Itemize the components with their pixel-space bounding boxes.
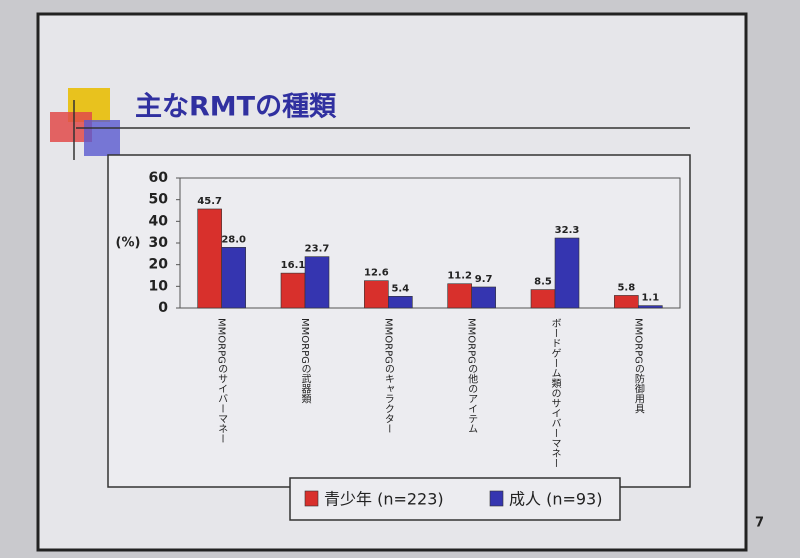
y-tick-label: 50 — [149, 192, 169, 208]
y-tick-label: 40 — [149, 213, 169, 229]
bar — [638, 305, 663, 309]
x-tick-label: MMORPGの他のアイテム — [466, 318, 478, 434]
bar — [388, 295, 413, 309]
bar — [471, 286, 496, 309]
y-tick-label: 10 — [149, 278, 169, 294]
y-axis-label: (%) — [116, 236, 141, 251]
data-label: 32.3 — [555, 225, 580, 236]
data-label: 9.7 — [475, 274, 493, 285]
title: 主なRMTの種類 — [135, 92, 337, 123]
legend-label: 成人 (n=93) — [509, 490, 602, 509]
bar — [304, 256, 330, 309]
bar — [197, 208, 222, 309]
data-label: 8.5 — [534, 277, 552, 288]
page-number: 7 — [755, 516, 764, 531]
data-label: 11.2 — [447, 271, 472, 282]
data-label: 45.7 — [197, 196, 222, 207]
y-tick-label: 30 — [149, 235, 169, 251]
data-label: 12.6 — [364, 268, 389, 279]
data-label: 23.7 — [305, 244, 330, 255]
data-label: 5.4 — [391, 283, 409, 294]
legend-swatch — [489, 490, 504, 507]
bar — [554, 237, 580, 309]
bar — [364, 280, 389, 309]
y-tick-label: 20 — [149, 257, 169, 273]
y-tick-label: 60 — [149, 170, 169, 186]
bar — [221, 247, 246, 309]
x-tick-label: MMORPGのキャラクター — [382, 318, 394, 434]
x-tick-label: MMORPGの武器類 — [299, 318, 311, 405]
deco-blue — [84, 120, 120, 156]
chart-area — [107, 154, 691, 488]
legend-label: 青少年 (n=223) — [324, 490, 444, 509]
data-label: 1.1 — [641, 293, 659, 304]
x-tick-label: MMORPGのサイバーマネー — [216, 318, 228, 444]
data-label: 5.8 — [617, 282, 635, 293]
x-tick-label: ボードゲーム類のサイバーマネー — [549, 318, 561, 468]
legend — [289, 477, 621, 521]
y-tick-label: 0 — [158, 300, 168, 316]
data-label: 28.0 — [221, 234, 246, 245]
bar — [280, 272, 306, 309]
bar — [530, 289, 556, 309]
legend-swatch — [304, 490, 319, 507]
bar — [614, 295, 639, 309]
x-tick-label: MMORPGの防御用具 — [632, 318, 644, 415]
bar — [447, 283, 472, 309]
data-label: 16.1 — [281, 260, 306, 271]
